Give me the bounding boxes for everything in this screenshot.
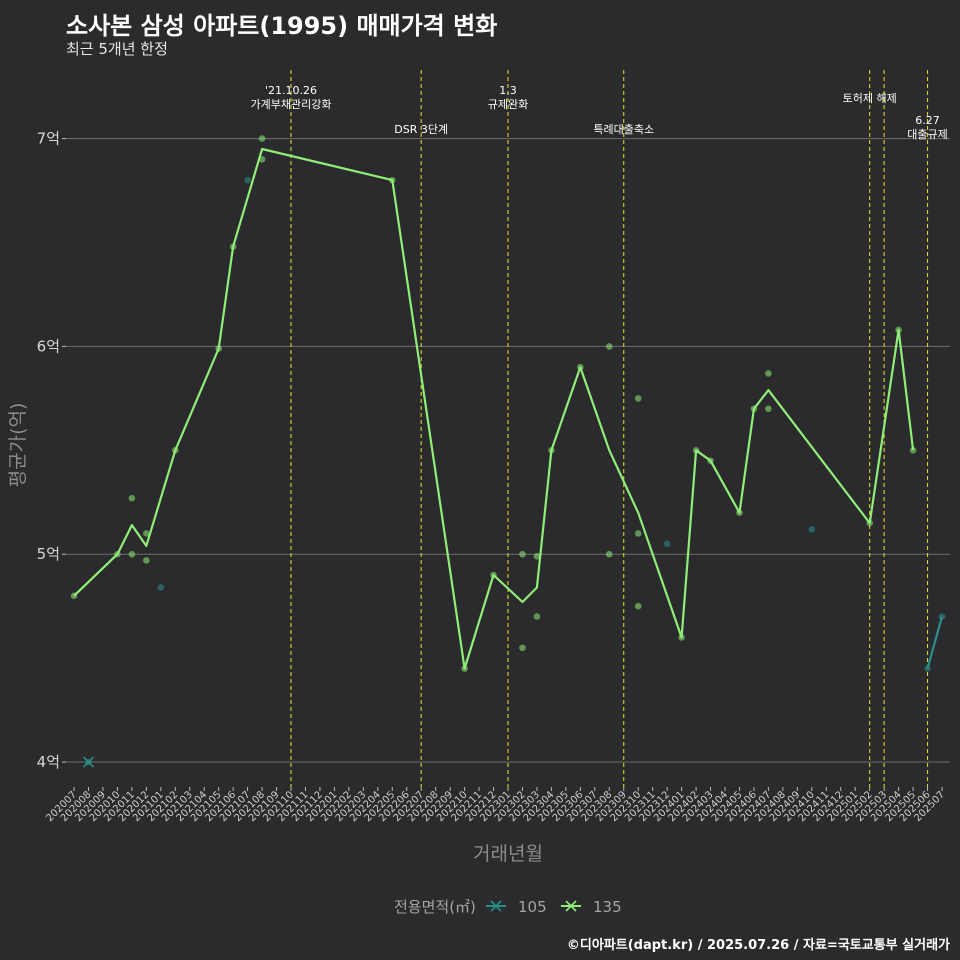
legend-label-105: 105 (518, 898, 547, 916)
data-point-135 (128, 494, 136, 502)
event-label: 1.3 (499, 84, 517, 97)
data-point-135 (519, 550, 526, 558)
legend-cross-105 (490, 900, 502, 912)
x-axis-title: 거래년월 (473, 843, 543, 865)
data-point-135 (634, 602, 642, 610)
event-label: 대출규제 (907, 128, 947, 141)
series-line-135 (73, 147, 915, 670)
data-point-105 (244, 176, 251, 184)
data-point-105 (663, 540, 671, 548)
data-point-135 (605, 343, 613, 350)
data-point-105 (808, 525, 816, 533)
data-point-135 (533, 613, 541, 620)
data-point-135 (634, 395, 642, 402)
data-point-135 (765, 405, 772, 413)
data-point-135 (143, 530, 150, 537)
y-axis-title: 평균가(억) (7, 403, 29, 488)
data-point-135 (533, 553, 541, 560)
event-label: 가계부채관리강화 (251, 98, 332, 111)
data-point-105 (924, 665, 931, 672)
data-point-105-cross (82, 756, 95, 768)
data-point-135 (128, 550, 136, 558)
y-tick-label: 6억 (37, 337, 60, 355)
y-tick-label: 4억 (37, 753, 60, 771)
data-point-135 (143, 557, 150, 564)
event-label: 6.27 (915, 114, 940, 127)
event-label: 토허제 해제 (843, 91, 897, 105)
legend-label-135: 135 (593, 898, 622, 916)
data-point-105 (157, 584, 165, 591)
data-point-135 (605, 550, 613, 558)
legend-cross-135 (565, 900, 577, 912)
data-point-135 (519, 644, 526, 652)
source-caption: ©디아파트(dapt.kr) / 2025.07.26 / 자료=국토교통부 실… (566, 938, 950, 953)
data-point-135 (634, 530, 642, 537)
data-point-135 (909, 447, 917, 454)
y-tick-label: 7억 (37, 130, 60, 148)
event-label: 특례대출축소 (593, 123, 654, 136)
event-label: DSR 3단계 (394, 123, 448, 136)
legend-title: 전용면적(㎡) (394, 898, 476, 916)
y-tick-label: 5억 (37, 545, 60, 563)
event-label: 규제완화 (488, 98, 528, 111)
event-label: '21.10.26 (265, 84, 317, 97)
legend: 전용면적(㎡) 105 135 (394, 898, 622, 916)
data-point-135 (765, 370, 772, 377)
data-point-135 (258, 135, 266, 142)
series-line-105 (926, 616, 944, 669)
chart-subtitle: 최근 5개년 한정 (66, 40, 168, 58)
chart-title: 소사본 삼성 아파트(1995) 매매가격 변화 (66, 12, 498, 40)
data-point-105 (938, 613, 946, 620)
